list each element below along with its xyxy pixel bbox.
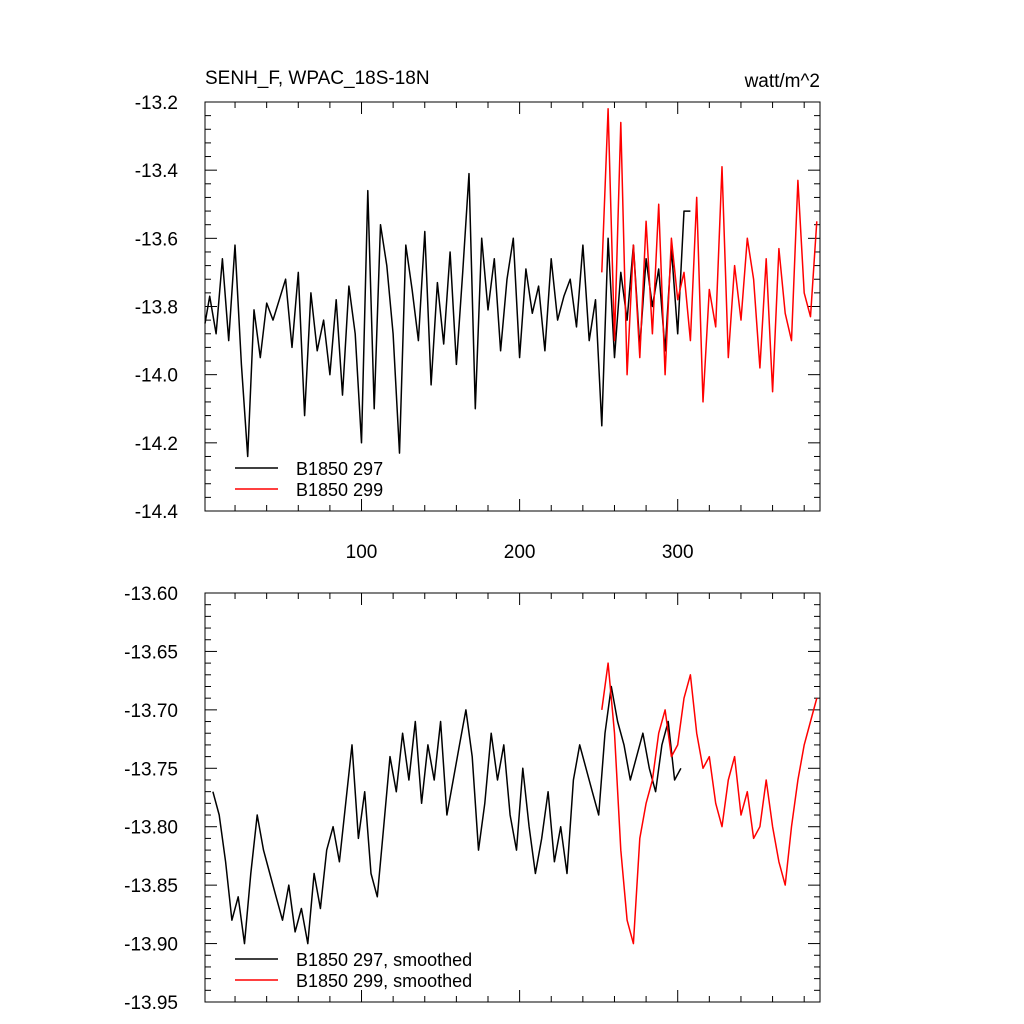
legend-label-2: B1850 299, smoothed [296,971,472,991]
legend-label-1: B1850 297, smoothed [296,950,472,970]
series-line-1 [204,172,691,458]
series-line-2 [601,662,818,945]
series-line-1 [212,685,682,945]
y-tick-label: -14.0 [135,366,178,387]
legend-label-2: B1850 299 [296,480,383,500]
y-tick-label: -13.6 [135,229,178,250]
y-tick-label: -13.90 [124,935,178,956]
plot-frame [204,101,821,512]
x-tick-label: 200 [504,542,536,563]
y-tick-label: -13.75 [124,759,178,780]
plot-frame [204,592,821,1003]
y-tick-label: -14.4 [135,502,179,523]
y-tick-label: -13.4 [135,161,179,182]
y-tick-label: -13.60 [124,584,178,605]
chart-title: SENH_F, WPAC_18S-18N [205,68,430,89]
y-tick-label: -13.70 [124,701,178,722]
units-label: watt/m^2 [744,71,820,92]
y-tick-label: -14.2 [135,434,178,455]
x-tick-label: 300 [662,542,694,563]
top-panel: 100 200 300 -14.4 -14.2 -14.0 -13.8 -13.6 -13.4 -… [135,93,821,563]
y-tick-label: -13.95 [124,993,178,1014]
bottom-panel: -13.95 -13.90 -13.85 -13.80 -13.75 -13.70 -13.… [124,584,821,1014]
x-tick-label: 100 [346,542,378,563]
series-line-2 [601,108,818,403]
y-tick-label: -13.80 [124,818,178,839]
y-tick-label: -13.8 [135,298,178,319]
y-tick-label: -13.85 [124,876,178,897]
legend-label-1: B1850 297 [296,459,383,479]
y-tick-label: -13.65 [124,642,178,663]
y-tick-label: -13.2 [135,93,178,114]
